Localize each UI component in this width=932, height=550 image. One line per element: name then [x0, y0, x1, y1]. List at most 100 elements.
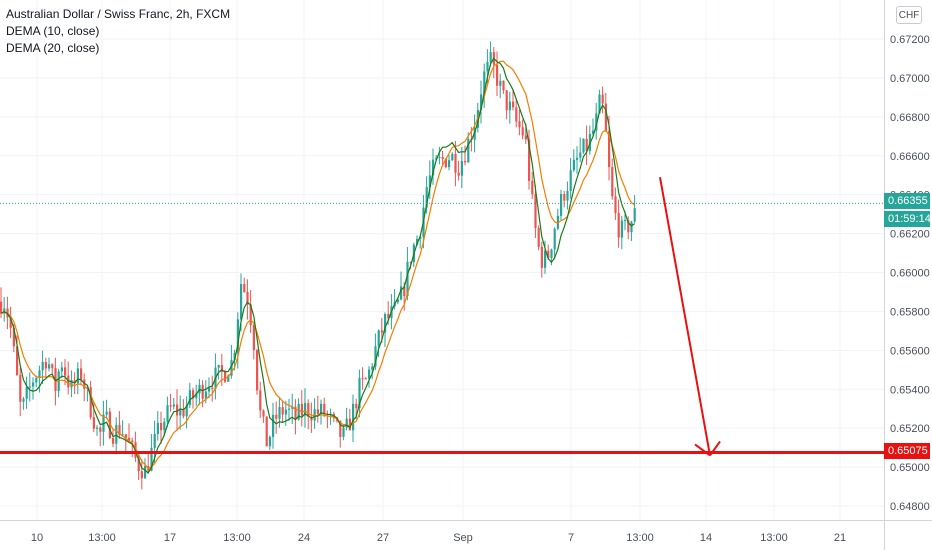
candle-body — [265, 416, 268, 447]
candle-body — [60, 367, 63, 372]
candle-body — [380, 330, 383, 333]
y-tick-label: 0.66600 — [890, 151, 930, 163]
last-price-tag: 0.66355 — [884, 193, 930, 209]
candle-body — [83, 379, 86, 389]
candle-body — [307, 403, 310, 417]
x-tick-label: 14 — [700, 532, 712, 544]
candle-body — [275, 414, 278, 419]
candle-body — [604, 103, 607, 132]
down-arrow-shaft — [659, 176, 711, 456]
candle-body — [515, 107, 518, 122]
candle-body — [140, 471, 143, 479]
candle-body — [144, 465, 147, 479]
candle-body — [201, 384, 204, 399]
candle-body — [185, 405, 188, 417]
y-tick-label: 0.65600 — [890, 345, 930, 357]
candle-body — [137, 457, 140, 472]
candle-body — [108, 411, 111, 439]
candle-body — [259, 390, 262, 411]
candle-body — [121, 434, 124, 436]
candle-body — [432, 159, 435, 176]
level-price-tag: 0.65075 — [884, 443, 930, 459]
candle-body — [249, 304, 252, 325]
y-tick-label: 0.67000 — [890, 73, 930, 85]
candle-body — [528, 139, 531, 181]
candle-body — [444, 158, 447, 168]
candle-body — [3, 308, 6, 314]
candle-body — [96, 427, 99, 429]
candle-body — [240, 284, 243, 320]
candle-body — [403, 286, 406, 296]
candle-body — [182, 409, 185, 417]
candle-body — [451, 153, 454, 161]
candle-body — [12, 327, 15, 347]
candle-body — [211, 387, 214, 389]
candle-body — [428, 175, 431, 188]
symbol-title: Australian Dollar / Swiss Franc, 2h, FXC… — [6, 7, 231, 21]
candle-body — [377, 330, 380, 347]
candle-body — [396, 299, 399, 303]
candle-body — [400, 286, 403, 300]
candle-body — [464, 160, 467, 163]
candle-body — [16, 346, 19, 376]
candle-body — [112, 438, 115, 444]
candle-body — [496, 64, 499, 86]
candle-body — [441, 156, 444, 159]
candle-body — [41, 361, 44, 371]
candle-body — [364, 378, 367, 380]
candle-body — [80, 368, 83, 380]
candle-body — [22, 398, 25, 402]
candle-body — [115, 424, 118, 444]
candle-body — [339, 420, 342, 437]
candle-body — [316, 409, 319, 414]
candle-body — [291, 406, 294, 409]
candle-body — [508, 101, 511, 111]
candle-body — [224, 371, 227, 382]
candle-body — [220, 365, 223, 372]
candle-body — [544, 250, 547, 268]
candle-body — [419, 236, 422, 239]
candle-body — [518, 121, 521, 128]
candle-body — [179, 409, 182, 416]
y-tick-label: 0.66800 — [890, 112, 930, 124]
candle-body — [358, 378, 361, 409]
candle-body — [99, 427, 102, 432]
candle-body — [38, 370, 41, 378]
candle-body — [64, 367, 67, 376]
y-tick-label: 0.65000 — [890, 462, 930, 474]
candle-body — [537, 227, 540, 247]
x-tick-label: 13:00 — [88, 532, 116, 544]
candle-body — [572, 159, 575, 171]
currency-button[interactable]: CHF — [896, 6, 922, 24]
candle-body — [105, 411, 108, 415]
candle-body — [246, 291, 249, 305]
candle-body — [486, 61, 489, 72]
candle-body — [384, 314, 387, 333]
x-tick-label: 24 — [298, 532, 310, 544]
dema-20-label: DEMA (20, close) — [6, 41, 100, 55]
candle-body — [233, 353, 236, 360]
candle-body — [620, 220, 623, 238]
x-tick-label: 21 — [834, 532, 846, 544]
candle-body — [566, 190, 569, 201]
candle-body — [323, 403, 326, 415]
y-tick-label: 0.66000 — [890, 268, 930, 280]
y-tick-label: 0.65200 — [890, 423, 930, 435]
candle-body — [118, 424, 121, 436]
candle-body — [25, 387, 28, 399]
y-tick-label: 0.65800 — [890, 306, 930, 318]
candle-body — [51, 364, 54, 369]
x-tick-label: 10 — [31, 532, 43, 544]
y-tick-label: 0.65400 — [890, 384, 930, 396]
candle-body — [457, 172, 460, 176]
y-tick-label: 0.67200 — [890, 34, 930, 46]
candle-body — [236, 319, 239, 354]
candle-body — [156, 423, 159, 435]
candle-body — [592, 130, 595, 134]
candle-body — [262, 410, 265, 417]
candle-body — [28, 386, 31, 388]
candle-body — [374, 346, 377, 367]
candle-body — [460, 160, 463, 176]
candle-body — [304, 403, 307, 416]
